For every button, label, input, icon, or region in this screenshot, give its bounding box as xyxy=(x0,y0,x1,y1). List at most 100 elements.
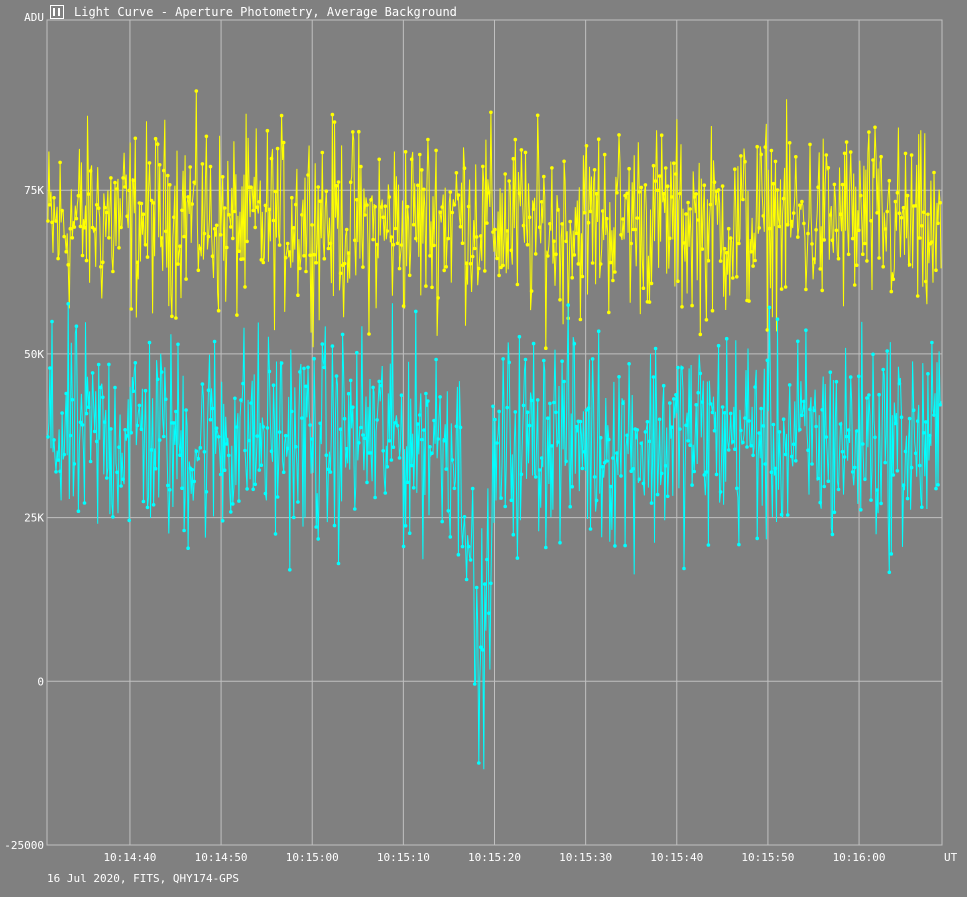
data-point xyxy=(653,179,658,183)
data-point xyxy=(698,371,703,376)
data-point xyxy=(288,568,292,572)
data-point xyxy=(182,234,186,239)
data-point xyxy=(816,476,820,481)
data-point xyxy=(651,163,656,168)
data-point xyxy=(570,275,574,280)
data-point xyxy=(204,134,209,139)
data-point xyxy=(674,393,678,397)
data-point xyxy=(430,285,434,290)
data-point xyxy=(796,339,800,344)
data-point xyxy=(869,498,873,502)
data-point xyxy=(115,187,119,191)
data-point xyxy=(607,437,611,442)
data-point xyxy=(78,224,83,229)
data-point xyxy=(255,434,259,438)
data-point xyxy=(501,357,505,361)
data-point xyxy=(405,480,410,485)
data-point xyxy=(665,184,670,188)
data-point xyxy=(117,246,121,250)
data-point xyxy=(88,459,93,464)
data-point xyxy=(235,313,239,317)
data-point xyxy=(294,444,298,449)
data-point xyxy=(702,183,707,187)
data-point xyxy=(109,176,113,180)
data-point xyxy=(434,148,438,153)
data-point xyxy=(131,389,136,394)
data-point xyxy=(564,459,568,464)
data-point xyxy=(52,196,56,200)
data-point xyxy=(828,370,833,375)
data-point xyxy=(489,581,493,586)
data-point xyxy=(82,501,87,505)
data-point xyxy=(586,406,591,411)
data-point xyxy=(659,471,664,476)
data-point xyxy=(696,218,700,222)
data-point xyxy=(94,439,99,444)
data-point xyxy=(592,168,597,172)
data-point xyxy=(613,270,617,274)
data-point xyxy=(613,544,617,548)
data-point xyxy=(222,206,227,210)
data-point xyxy=(755,536,759,541)
data-point xyxy=(834,228,839,233)
data-point xyxy=(893,199,898,204)
data-point xyxy=(66,302,70,306)
data-point xyxy=(359,425,363,430)
data-point xyxy=(661,191,666,196)
data-point xyxy=(871,158,875,162)
data-point xyxy=(279,361,284,365)
data-point xyxy=(852,283,857,287)
title-bar: Light Curve - Aperture Photometry, Avera… xyxy=(50,3,457,21)
data-point xyxy=(454,171,459,175)
data-point xyxy=(192,479,196,484)
data-point xyxy=(424,391,428,396)
data-point xyxy=(172,421,176,425)
data-point xyxy=(168,488,172,492)
data-point xyxy=(759,152,763,157)
data-point xyxy=(546,416,550,421)
data-point xyxy=(50,319,54,324)
data-point xyxy=(56,458,60,462)
data-point xyxy=(523,150,528,155)
data-point xyxy=(182,528,186,533)
light-curve-app-icon[interactable] xyxy=(50,5,64,19)
data-point xyxy=(698,332,703,337)
data-point xyxy=(714,472,719,477)
data-point xyxy=(625,433,629,438)
data-point xyxy=(739,154,743,158)
data-point xyxy=(139,427,144,432)
data-point xyxy=(820,408,824,412)
data-point xyxy=(515,282,520,287)
data-point xyxy=(344,446,349,451)
data-point xyxy=(655,188,660,193)
data-point xyxy=(663,464,668,468)
data-point xyxy=(511,532,516,537)
data-point xyxy=(200,382,205,386)
data-point xyxy=(550,166,554,170)
data-point xyxy=(785,513,790,517)
data-point xyxy=(907,262,912,267)
data-point xyxy=(495,256,499,261)
data-point xyxy=(186,195,190,199)
data-point xyxy=(64,249,68,254)
data-point xyxy=(812,257,816,261)
data-point xyxy=(454,424,459,429)
data-point xyxy=(554,410,558,415)
data-point xyxy=(493,417,497,422)
data-point xyxy=(416,422,420,426)
data-point xyxy=(60,208,64,213)
data-point xyxy=(103,205,107,210)
data-point xyxy=(578,419,583,424)
data-point xyxy=(879,501,883,506)
data-point xyxy=(375,242,379,247)
data-point xyxy=(733,167,737,171)
data-point xyxy=(802,221,806,226)
data-point xyxy=(103,420,107,424)
data-point xyxy=(932,170,936,175)
data-point xyxy=(863,477,867,482)
data-point xyxy=(119,225,123,230)
data-point xyxy=(901,205,906,210)
data-point xyxy=(771,422,776,427)
data-point xyxy=(314,525,319,529)
data-point xyxy=(485,557,489,562)
